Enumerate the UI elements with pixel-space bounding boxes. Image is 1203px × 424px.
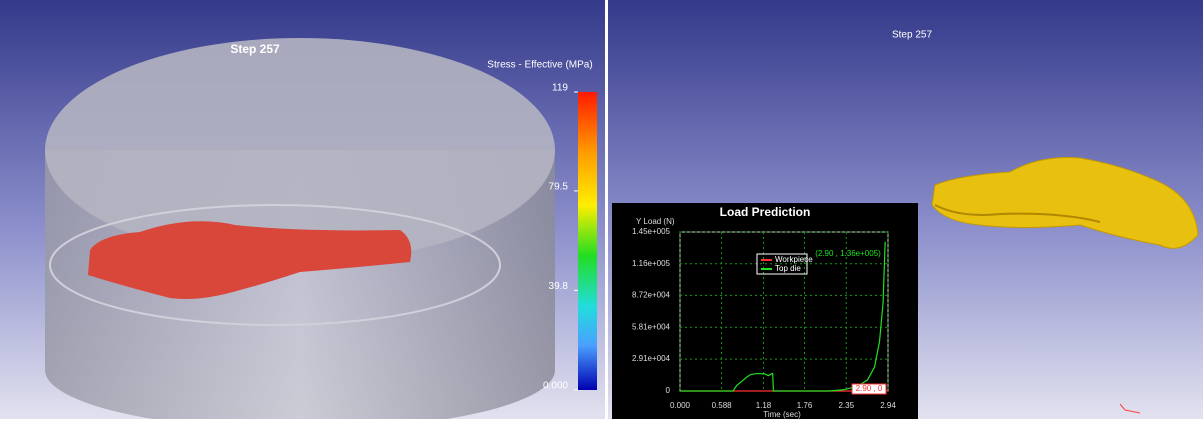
y-tick-label: 1.45e+005 xyxy=(632,227,671,236)
step-label: Step 257 xyxy=(230,42,280,56)
y-tick-label: 0 xyxy=(666,386,671,395)
colorbar-label: 0.000 xyxy=(543,381,568,392)
x-tick-label: 1.76 xyxy=(797,401,813,410)
legend-label: Top die xyxy=(775,264,801,273)
colorbar xyxy=(578,92,597,390)
x-tick-label: 2.35 xyxy=(838,401,854,410)
x-tick-label: 1.18 xyxy=(756,401,772,410)
y-tick-label: 2.91e+004 xyxy=(632,354,671,363)
y-axis-label: Y Load (N) xyxy=(636,217,675,226)
colorbar-label: 39.8 xyxy=(549,281,569,292)
x-tick-label: 0.588 xyxy=(712,401,733,410)
colorbar-title: Stress - Effective (MPa) xyxy=(487,60,592,71)
y-tick-label: 8.72e+004 xyxy=(632,290,671,299)
colorbar-label: 79.5 xyxy=(549,182,569,193)
x-tick-label: 2.94 xyxy=(880,401,896,410)
step-label: Step 257 xyxy=(892,30,932,41)
y-tick-label: 1.16e+005 xyxy=(632,259,671,268)
annotation: (2.90 , 1.36e+005) xyxy=(815,249,881,258)
screen: Step 257 Stress - Effective (MPa) 119 79.… xyxy=(0,0,1203,419)
y-tick-label: 5.81e+004 xyxy=(632,322,671,331)
x-axis-label: Time (sec) xyxy=(763,410,801,419)
colorbar-label: 119 xyxy=(552,83,568,94)
x-tick-label: 0.000 xyxy=(670,401,691,410)
annotation: 2.90 , 0 xyxy=(856,384,883,393)
die-top xyxy=(45,38,555,262)
chart-title: Load Prediction xyxy=(720,205,811,219)
